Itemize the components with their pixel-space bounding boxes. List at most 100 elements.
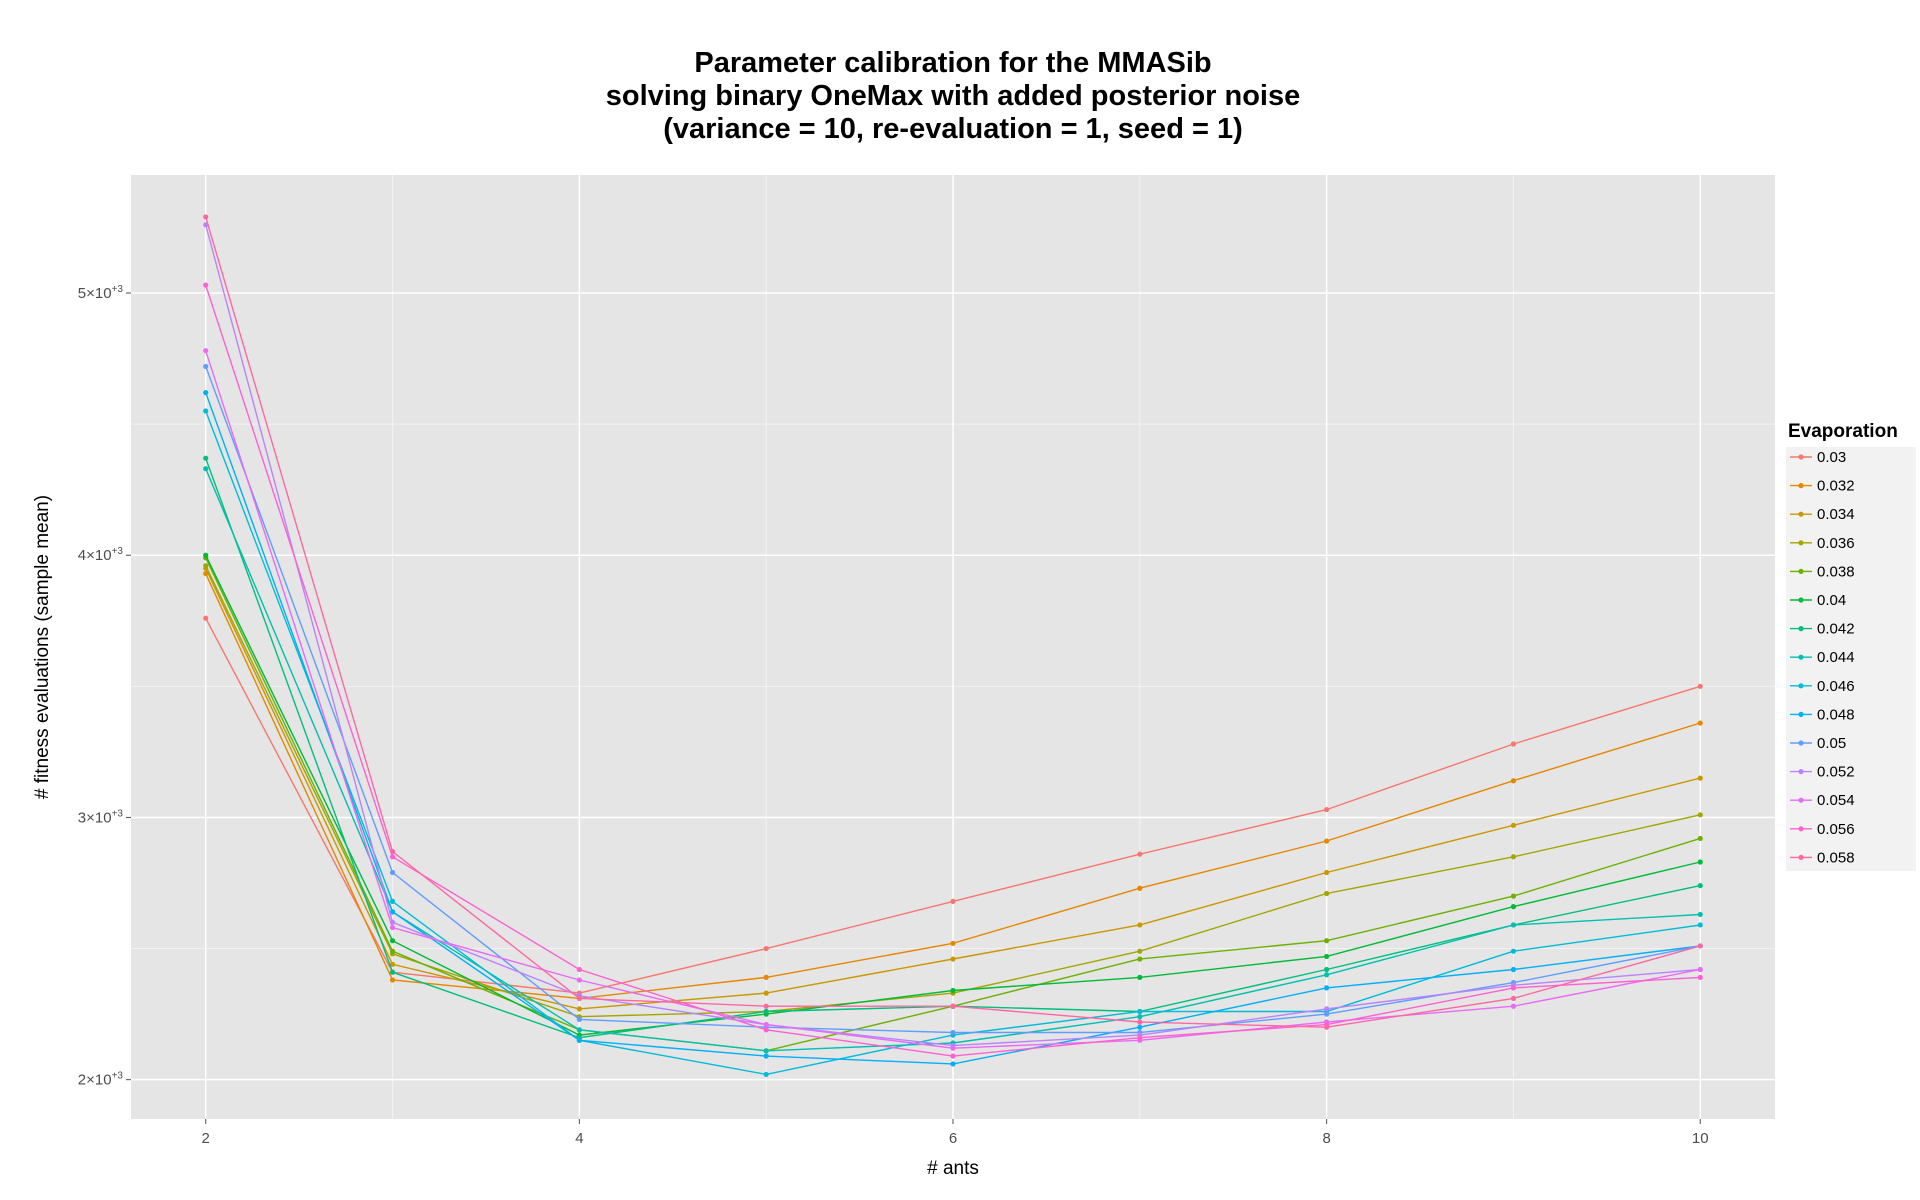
x-tick-label: 10 xyxy=(1692,1130,1709,1147)
data-point xyxy=(1697,966,1703,973)
legend-item: 0.04 xyxy=(1790,592,1846,609)
data-point xyxy=(576,1037,582,1043)
data-point xyxy=(1324,953,1330,960)
legend-point-swatch xyxy=(1798,568,1804,575)
data-point xyxy=(389,924,396,931)
x-tick-label: 4 xyxy=(575,1130,583,1147)
legend-point-swatch xyxy=(1798,740,1804,746)
data-point xyxy=(576,1016,582,1022)
legend-point-swatch xyxy=(1798,826,1804,832)
series-0.034 xyxy=(203,565,1703,1012)
data-point xyxy=(1510,966,1517,973)
data-point xyxy=(203,408,209,414)
legend-point-swatch xyxy=(1798,683,1804,689)
y-axis-title: # fitness evaluations (sample mean) xyxy=(32,495,53,799)
legend-label: 0.048 xyxy=(1817,706,1855,723)
legend-item: 0.056 xyxy=(1790,821,1855,838)
data-point xyxy=(763,1022,769,1028)
data-point xyxy=(1137,1035,1143,1041)
data-point xyxy=(1697,775,1703,781)
data-point xyxy=(950,1045,956,1051)
data-point xyxy=(1510,1003,1517,1009)
data-point xyxy=(203,615,209,621)
data-point xyxy=(1324,838,1330,844)
data-point xyxy=(389,938,396,944)
data-point xyxy=(1324,1011,1330,1017)
data-point xyxy=(763,1053,769,1059)
data-point xyxy=(1324,1024,1330,1030)
series-lines xyxy=(203,214,1703,1078)
legend-item: 0.03 xyxy=(1790,449,1846,466)
data-point xyxy=(1510,922,1517,928)
data-point xyxy=(576,1027,582,1033)
series-0.058 xyxy=(203,214,1703,1030)
data-point xyxy=(763,1003,769,1009)
legend-point-swatch xyxy=(1798,511,1804,517)
legend-point-swatch xyxy=(1798,454,1804,460)
series-0.056 xyxy=(203,282,1703,1059)
data-point xyxy=(203,390,209,396)
legend-item: 0.052 xyxy=(1790,764,1855,781)
data-point xyxy=(1324,869,1330,876)
data-point xyxy=(203,466,209,472)
legend: Evaporation 0.03 0.032 0.034 0.036 0.038 0.04… xyxy=(1786,421,1916,871)
data-point xyxy=(203,282,209,288)
data-point xyxy=(763,990,769,996)
data-point xyxy=(203,348,209,354)
x-tick-label: 6 xyxy=(949,1130,957,1147)
x-tick-label: 8 xyxy=(1322,1130,1330,1147)
data-point xyxy=(1137,922,1143,928)
data-point xyxy=(1324,938,1330,944)
data-point xyxy=(389,898,396,904)
data-point xyxy=(1510,893,1517,899)
data-point xyxy=(389,969,396,975)
data-point xyxy=(1697,859,1703,865)
legend-label: 0.03 xyxy=(1817,449,1846,466)
x-axis-title: # ants xyxy=(927,1158,979,1179)
legend-item: 0.036 xyxy=(1790,535,1855,552)
data-point xyxy=(763,1027,769,1033)
data-point xyxy=(950,956,956,962)
data-point xyxy=(389,909,396,915)
legend-label: 0.044 xyxy=(1817,649,1855,666)
data-point xyxy=(576,966,582,973)
data-point xyxy=(950,1029,956,1036)
data-point xyxy=(763,945,769,952)
legend-point-swatch xyxy=(1798,626,1804,632)
legend-point-swatch xyxy=(1798,854,1804,861)
data-point xyxy=(1137,1008,1143,1015)
data-point xyxy=(1137,1014,1143,1020)
data-point xyxy=(1324,972,1330,978)
legend-label: 0.034 xyxy=(1817,506,1855,523)
y-tick-label: 2×10+3 xyxy=(78,1071,124,1089)
legend-label: 0.032 xyxy=(1817,478,1855,495)
chart-title-line-1: Parameter calibration for the MMASib xyxy=(694,47,1211,79)
legend-point-swatch xyxy=(1798,597,1804,603)
legend-point-swatch xyxy=(1798,711,1804,718)
legend-item: 0.046 xyxy=(1790,678,1855,695)
legend-item: 0.054 xyxy=(1790,792,1855,809)
legend-label: 0.054 xyxy=(1817,792,1855,809)
data-point xyxy=(1510,948,1517,954)
legend-label: 0.038 xyxy=(1817,563,1855,580)
data-point xyxy=(1697,922,1703,928)
data-point xyxy=(763,1071,769,1078)
data-point xyxy=(950,987,956,994)
chart-title-line-3: (variance = 10, re-evaluation = 1, seed … xyxy=(663,113,1243,145)
data-point xyxy=(1137,956,1143,962)
data-point xyxy=(1697,812,1703,818)
data-point xyxy=(1324,1006,1330,1012)
data-point xyxy=(1137,948,1143,954)
data-point xyxy=(203,552,209,558)
data-point xyxy=(389,854,396,860)
legend-point-swatch xyxy=(1798,797,1804,803)
data-point xyxy=(1137,1019,1143,1025)
data-point xyxy=(1324,806,1330,813)
y-tick-label: 5×10+3 xyxy=(78,284,124,302)
data-point xyxy=(203,363,209,370)
gridlines xyxy=(131,175,1775,1119)
legend-item: 0.038 xyxy=(1790,563,1855,580)
data-point xyxy=(203,214,209,220)
data-point xyxy=(576,1006,582,1012)
